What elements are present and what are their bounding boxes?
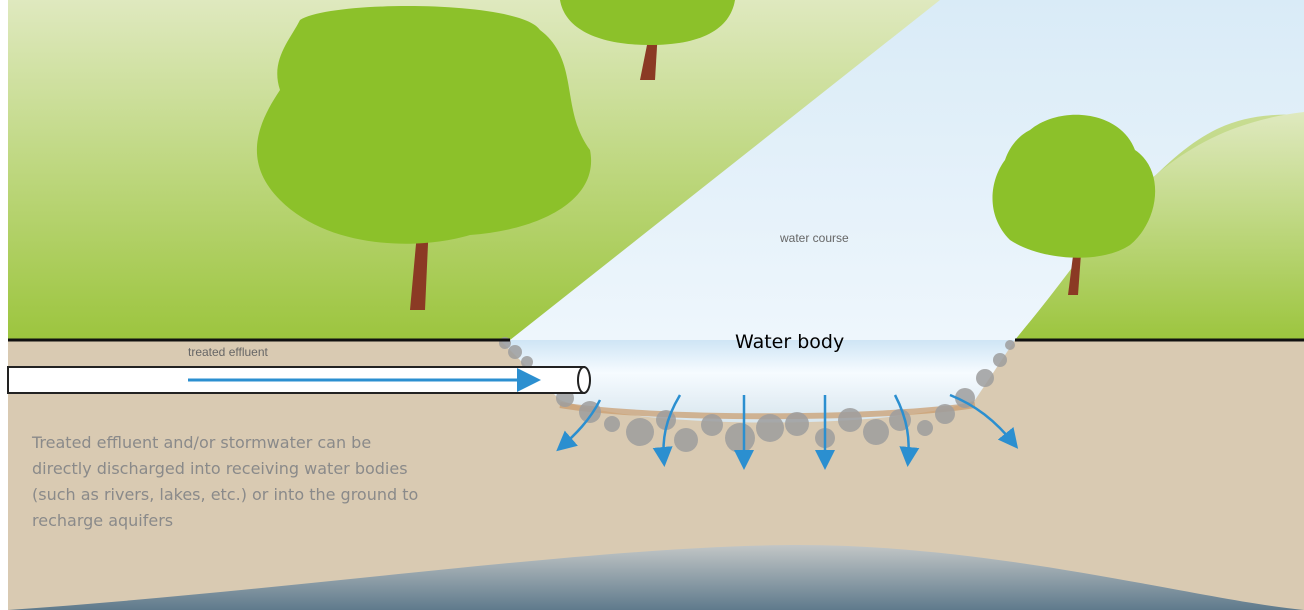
water-course-label: water course xyxy=(779,231,849,245)
diagram: treated effluent water course Water body… xyxy=(0,0,1304,610)
description-line: Treated effluent and/or stormwater can b… xyxy=(31,433,371,452)
description-line: directly discharged into receiving water… xyxy=(32,459,408,478)
landscape xyxy=(8,0,1304,610)
pipe xyxy=(8,367,590,393)
water-body-label: Water body xyxy=(735,331,844,353)
page: {"labels": {"water_course": "water cours… xyxy=(0,0,1304,610)
pipe-label: treated effluent xyxy=(188,345,269,359)
description-line: recharge aquifers xyxy=(32,511,173,530)
description-line: (such as rivers, lakes, etc.) or into th… xyxy=(32,485,418,504)
